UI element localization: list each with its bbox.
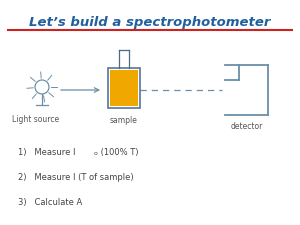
Text: 3)   Calculate A: 3) Calculate A	[18, 198, 82, 207]
Text: detector: detector	[230, 122, 263, 131]
Text: Let’s build a spectrophotometer: Let’s build a spectrophotometer	[29, 16, 271, 29]
Text: o: o	[94, 151, 98, 156]
Text: 2)   Measure I (T of sample): 2) Measure I (T of sample)	[18, 173, 134, 182]
Bar	[108, 68, 140, 108]
Text: 1)   Measure I: 1) Measure I	[18, 148, 76, 157]
Text: (100% T): (100% T)	[98, 148, 139, 157]
Text: Light source: Light source	[12, 115, 59, 124]
Bar	[110, 70, 138, 106]
Text: sample: sample	[110, 116, 138, 125]
